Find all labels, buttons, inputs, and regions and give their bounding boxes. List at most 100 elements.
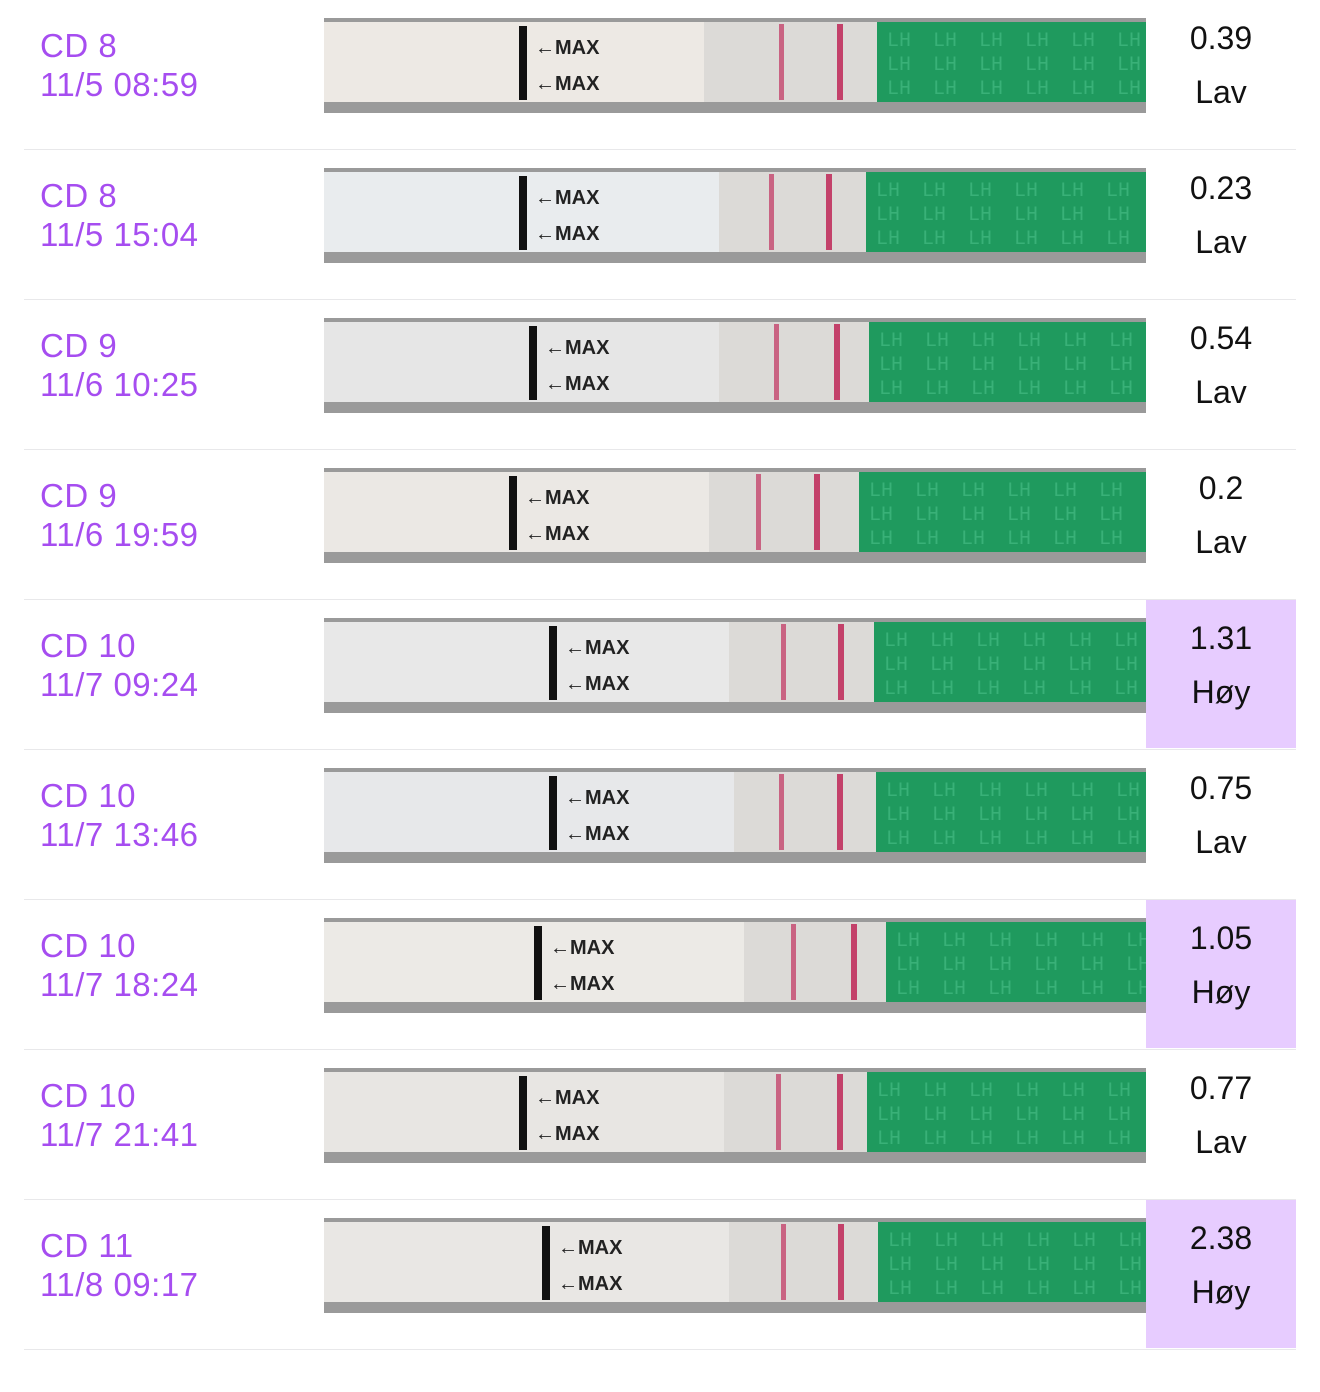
test-strip-photo[interactable]: ←MAX ←MAX LH LH LH LH LH LH LH LH LH LH LH LH LH LH LH LH… [324, 318, 1146, 413]
strip-image: ←MAX←MAXLHLHLHLHLHLHLHLHLHLHLHLHLHLHLHLH… [324, 918, 1146, 1013]
lh-print: LH [876, 180, 900, 203]
lh-print: LH [1034, 954, 1058, 977]
cycle-day: CD 9 [40, 477, 118, 514]
max-line-marker [529, 326, 537, 400]
lh-print: LH [925, 330, 949, 353]
lh-print: LH [1063, 330, 1087, 353]
test-row[interactable]: CD 10 11/7 18:24 ←MAX ←MAX LH LH LH LH LH LH LH L… [24, 900, 1296, 1050]
result-window [729, 1222, 878, 1302]
cycle-day: CD 9 [40, 327, 118, 364]
lh-handle [866, 172, 1146, 252]
test-line [776, 1074, 781, 1150]
lh-print: LH [887, 30, 911, 53]
lh-print: LH [1099, 528, 1123, 551]
test-datetime: 11/5 15:04 [40, 216, 199, 253]
test-strip-photo[interactable]: ←MAX ←MAX LH LH LH LH LH LH LH LH LH LH LH LH LH LH LH LH… [324, 768, 1146, 863]
max-label: ←MAX [535, 1087, 600, 1109]
lh-print: LH [1022, 654, 1046, 677]
lh-print: LH [1017, 330, 1041, 353]
cycle-day: CD 10 [40, 627, 137, 664]
lh-print: LH [1025, 30, 1049, 53]
lh-print: LH [888, 1254, 912, 1277]
test-row[interactable]: CD 10 11/7 21:41 ←MAX ←MAX LH LH LH LH LH LH LH L… [24, 1050, 1296, 1200]
max-label: ←MAX [535, 187, 600, 209]
lh-print: LH [980, 1254, 1004, 1277]
lh-print: LH [930, 654, 954, 677]
lh-print: LH [1060, 228, 1084, 251]
lh-print: LH [932, 780, 956, 803]
test-line [779, 24, 784, 100]
test-row[interactable]: CD 10 11/7 09:24 ←MAX ←MAX LH LH LH LH LH LH LH L… [24, 600, 1296, 750]
lh-print: LH [1017, 378, 1041, 401]
lh-print: LH [1053, 504, 1077, 527]
lh-print: LH [1022, 630, 1046, 653]
max-line-marker [549, 776, 557, 850]
test-label: CD 10 11/7 18:24 [40, 926, 199, 1004]
lh-print: LH [1070, 780, 1094, 803]
result-value: 0.75 [1189, 770, 1253, 806]
lh-print: LH [1061, 1104, 1085, 1127]
max-line-marker [519, 176, 527, 250]
test-row[interactable]: CD 11 11/8 09:17 ←MAX ←MAX LH LH LH LH LH LH LH L… [24, 1200, 1296, 1350]
max-line-marker [519, 1076, 527, 1150]
lh-print: LH [1080, 978, 1104, 1001]
lh-print: LH [978, 804, 1002, 827]
lh-print: LH [1007, 504, 1031, 527]
result-window [719, 172, 866, 252]
test-strip-photo[interactable]: ←MAX ←MAX LH LH LH LH LH LH LH LH LH LH LH LH LH LH LH LH… [324, 618, 1146, 713]
test-label: CD 10 11/7 21:41 [40, 1076, 199, 1154]
test-row[interactable]: CD 10 11/7 13:46 ←MAX ←MAX LH LH LH LH LH LH LH L… [24, 750, 1296, 900]
lh-print: LH [1034, 930, 1058, 953]
lh-handle [878, 1222, 1146, 1302]
control-line [837, 774, 843, 850]
max-label: ←MAX [545, 337, 610, 359]
lh-print: LH [1022, 678, 1046, 701]
lh-print: LH [1024, 828, 1048, 851]
result-window [729, 622, 874, 702]
max-label: ←MAX [535, 37, 600, 59]
test-strip-photo[interactable]: ←MAX ←MAX LH LH LH LH LH LH LH LH LH LH LH LH LH LH LH LH… [324, 1218, 1146, 1313]
test-strip-photo[interactable]: ←MAX ←MAX LH LH LH LH LH LH LH LH LH LH LH LH LH LH LH LH… [324, 1068, 1146, 1163]
lh-print: LH [1107, 1080, 1131, 1103]
test-strip-photo[interactable]: ←MAX ←MAX LH LH LH LH LH LH LH LH LH LH LH LH LH LH LH LH… [324, 18, 1146, 113]
lh-print: LH [896, 930, 920, 953]
max-label: ←MAX [550, 937, 615, 959]
lh-print: LH [922, 180, 946, 203]
max-label: ←MAX [550, 973, 615, 995]
test-label: CD 9 11/6 10:25 [40, 326, 199, 404]
lh-print: LH [1060, 204, 1084, 227]
test-row[interactable]: CD 9 11/6 10:25 ←MAX ←MAX LH LH LH LH LH LH LH LH… [24, 300, 1296, 450]
lh-print: LH [879, 378, 903, 401]
lh-print: LH [869, 480, 893, 503]
lh-print: LH [1026, 1254, 1050, 1277]
test-strip-photo[interactable]: ←MAX ←MAX LH LH LH LH LH LH LH LH LH LH LH LH LH LH LH LH… [324, 918, 1146, 1013]
test-strip-photo[interactable]: ←MAX ←MAX LH LH LH LH LH LH LH LH LH LH LH LH LH LH LH LH… [324, 468, 1146, 563]
test-line [781, 624, 786, 700]
result-value: 0.2 [1198, 470, 1244, 506]
lh-print: LH [1099, 480, 1123, 503]
control-line [834, 324, 840, 400]
lh-print: LH [923, 1128, 947, 1151]
strip-image: ←MAX←MAXLHLHLHLHLHLHLHLHLHLHLHLHLHLHLHLH… [324, 1068, 1146, 1163]
test-strip-photo[interactable]: ←MAX ←MAX LH LH LH LH LH LH LH LH LH LH LH LH LH LH LH LH… [324, 168, 1146, 263]
max-label: ←MAX [525, 523, 590, 545]
strip-image: ←MAX←MAXLHLHLHLHLHLHLHLHLHLHLHLHLHLHLHLH… [324, 618, 1146, 713]
lh-print: LH [1014, 204, 1038, 227]
test-row[interactable]: CD 8 11/5 08:59 ←MAX ←MAX LH LH LH LH LH LH LH LH… [24, 0, 1296, 150]
max-label: ←MAX [565, 823, 630, 845]
lh-print: LH [980, 1278, 1004, 1301]
result-level: Høy [1191, 674, 1251, 710]
lh-print: LH [1068, 630, 1092, 653]
lh-print: LH [976, 654, 1000, 677]
max-label: ←MAX [565, 637, 630, 659]
max-label: ←MAX [525, 487, 590, 509]
lh-handle [869, 322, 1146, 402]
lh-print: LH [896, 978, 920, 1001]
lh-print: LH [1053, 480, 1077, 503]
lh-print: LH [876, 204, 900, 227]
lh-print: LH [1114, 678, 1138, 701]
test-row[interactable]: CD 8 11/5 15:04 ←MAX ←MAX LH LH LH LH LH LH LH LH… [24, 150, 1296, 300]
result-window [734, 772, 876, 852]
test-row[interactable]: CD 9 11/6 19:59 ←MAX ←MAX LH LH LH LH LH LH LH LH… [24, 450, 1296, 600]
lh-print: LH [976, 630, 1000, 653]
